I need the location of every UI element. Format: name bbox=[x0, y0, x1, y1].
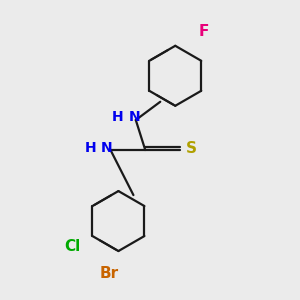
Text: N: N bbox=[128, 110, 140, 124]
Text: F: F bbox=[199, 24, 209, 39]
Text: H: H bbox=[112, 110, 124, 124]
Text: S: S bbox=[186, 141, 197, 156]
Text: Br: Br bbox=[99, 266, 119, 281]
Text: H: H bbox=[85, 141, 96, 155]
Text: N: N bbox=[101, 141, 112, 155]
Text: Cl: Cl bbox=[64, 239, 81, 254]
